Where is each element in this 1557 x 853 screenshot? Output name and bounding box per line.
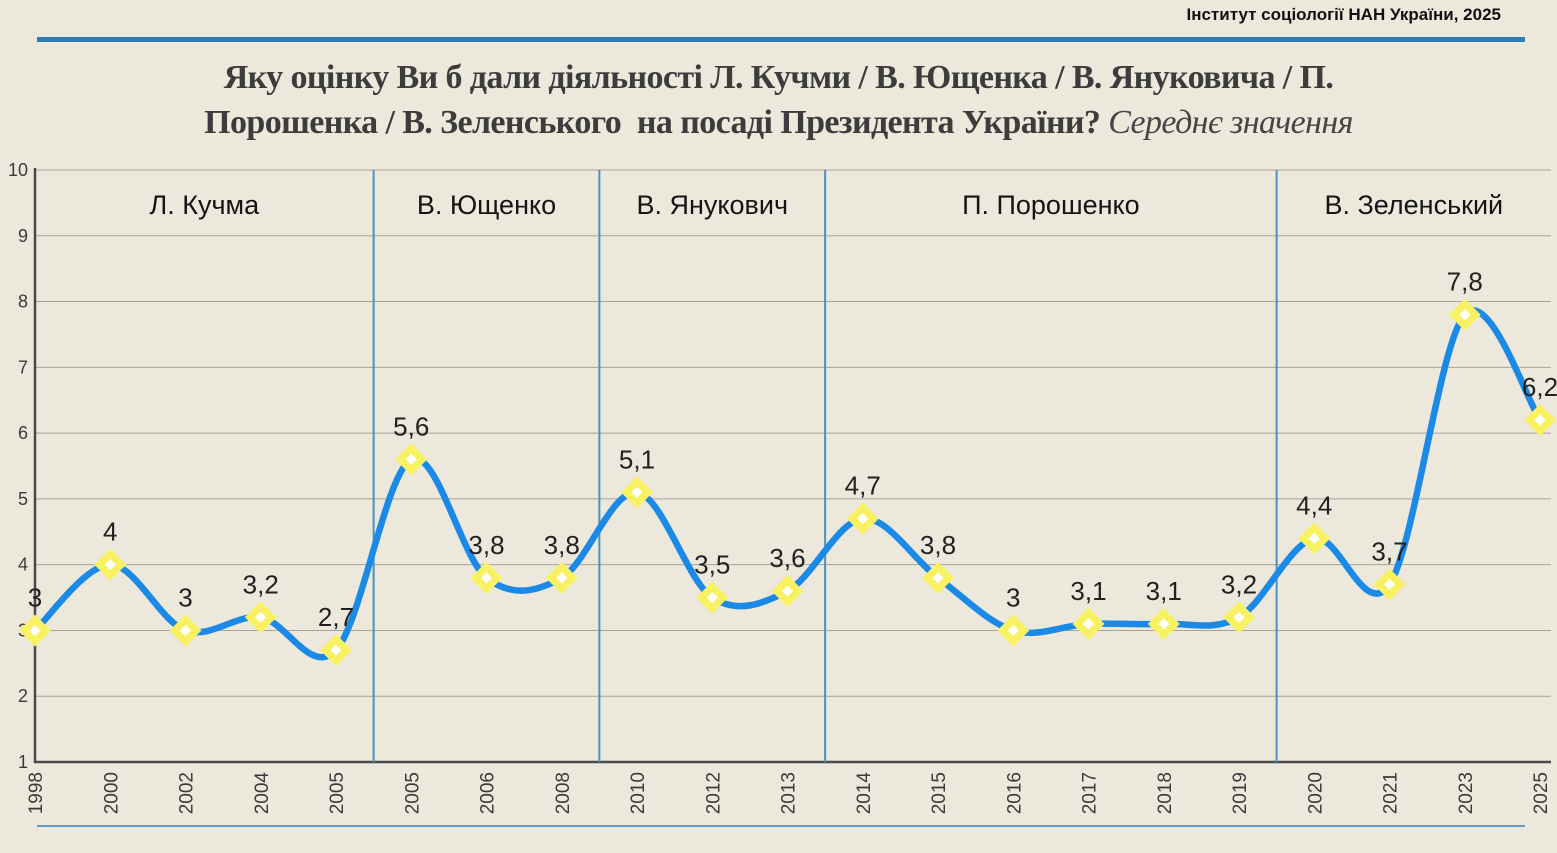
data-point-center (29, 624, 41, 636)
section-label-1: В. Ющенко (417, 190, 556, 220)
y-axis-label: 2 (18, 686, 28, 706)
x-axis-label: 2014 (854, 772, 875, 815)
x-axis-label: 2006 (478, 772, 499, 814)
value-label: 4 (103, 517, 117, 547)
x-axis-label: 2021 (1381, 772, 1402, 814)
x-axis-label: 2004 (252, 772, 273, 815)
data-point-center (405, 453, 417, 465)
value-label: 3 (1006, 582, 1020, 612)
x-axis-label: 2013 (779, 772, 800, 814)
value-label: 3 (28, 582, 42, 612)
value-label: 3,8 (544, 530, 580, 560)
value-label: 4,7 (845, 471, 881, 501)
value-label: 3,2 (1221, 569, 1257, 599)
data-point-center (481, 572, 492, 584)
value-label: 3,8 (920, 530, 956, 560)
section-label-4: В. Зеленський (1324, 190, 1503, 220)
data-point-center (1083, 618, 1094, 630)
y-axis-label: 7 (18, 357, 28, 377)
section-label-3: П. Порошенко (962, 190, 1140, 220)
y-axis-label: 9 (18, 226, 28, 246)
value-label: 3,1 (1146, 576, 1182, 606)
section-label-2: В. Янукович (636, 190, 788, 220)
value-label: 3,5 (694, 550, 730, 580)
x-axis-label: 2020 (1305, 772, 1326, 814)
x-axis-label: 2015 (929, 772, 950, 814)
data-point-center (1158, 618, 1170, 630)
title-line1: Яку оцінку Ви б дали діяльності Л. Кучми… (223, 59, 1334, 96)
x-axis-label: 2025 (1531, 772, 1552, 814)
x-axis-label: 2005 (402, 772, 423, 814)
y-axis-label: 4 (18, 555, 28, 575)
value-label: 3 (178, 582, 192, 612)
x-axis-label: 1998 (26, 772, 47, 814)
source-attribution: Інститут соціології НАН України, 2025 (1186, 5, 1501, 24)
data-point-center (1459, 309, 1471, 321)
value-label: 4,4 (1296, 490, 1332, 520)
value-label: 5,1 (619, 444, 655, 474)
data-point-center (706, 592, 718, 604)
x-axis-label: 2008 (553, 772, 574, 814)
data-point-center (857, 513, 869, 525)
x-axis-label: 2012 (703, 772, 724, 814)
value-label: 7,8 (1447, 267, 1483, 297)
y-axis-label: 6 (18, 423, 28, 443)
y-axis-label: 8 (18, 292, 28, 312)
x-axis-label: 2005 (327, 772, 348, 814)
x-axis-label: 2000 (101, 772, 122, 814)
x-axis-label: 2023 (1456, 772, 1477, 814)
x-axis-label: 2019 (1230, 772, 1251, 814)
y-axis-label: 5 (18, 489, 28, 509)
y-axis-label: 1 (18, 752, 28, 772)
data-point-center (631, 486, 643, 498)
data-point-center (1534, 414, 1546, 426)
section-label-0: Л. Кучма (150, 190, 261, 220)
x-axis-label: 2010 (628, 772, 649, 814)
title-note: Середнє значення (1108, 104, 1353, 141)
data-point-center (1308, 532, 1320, 544)
value-label: 3,6 (769, 543, 805, 573)
x-axis-label: 2016 (1004, 772, 1025, 814)
data-point-center (1007, 624, 1019, 636)
x-axis-label: 2002 (177, 772, 198, 814)
value-label: 3,7 (1371, 536, 1407, 566)
data-point-center (932, 572, 944, 584)
data-point-center (104, 559, 116, 571)
chart-title: Яку оцінку Ви б дали діяльності Л. Кучми… (20, 55, 1537, 145)
top-divider-rule (37, 37, 1525, 42)
data-point-center (255, 611, 267, 623)
data-point-center (330, 644, 342, 656)
data-point-center (180, 624, 191, 636)
data-point-center (1384, 578, 1395, 590)
x-axis-label: 2017 (1080, 772, 1101, 814)
title-line2: Порошенка / В. Зеленського на посаді Пре… (204, 104, 1101, 141)
data-point-center (1233, 611, 1245, 623)
value-label: 3,2 (243, 569, 279, 599)
value-label: 3,8 (468, 530, 504, 560)
value-label: 2,7 (318, 602, 354, 632)
x-axis-label: 2018 (1155, 772, 1176, 814)
value-label: 5,6 (393, 411, 429, 441)
value-label: 3,1 (1070, 576, 1106, 606)
data-point-center (556, 572, 568, 584)
value-label: 6,2 (1522, 372, 1557, 402)
data-point-center (782, 585, 793, 597)
y-axis-label: 10 (8, 160, 28, 180)
